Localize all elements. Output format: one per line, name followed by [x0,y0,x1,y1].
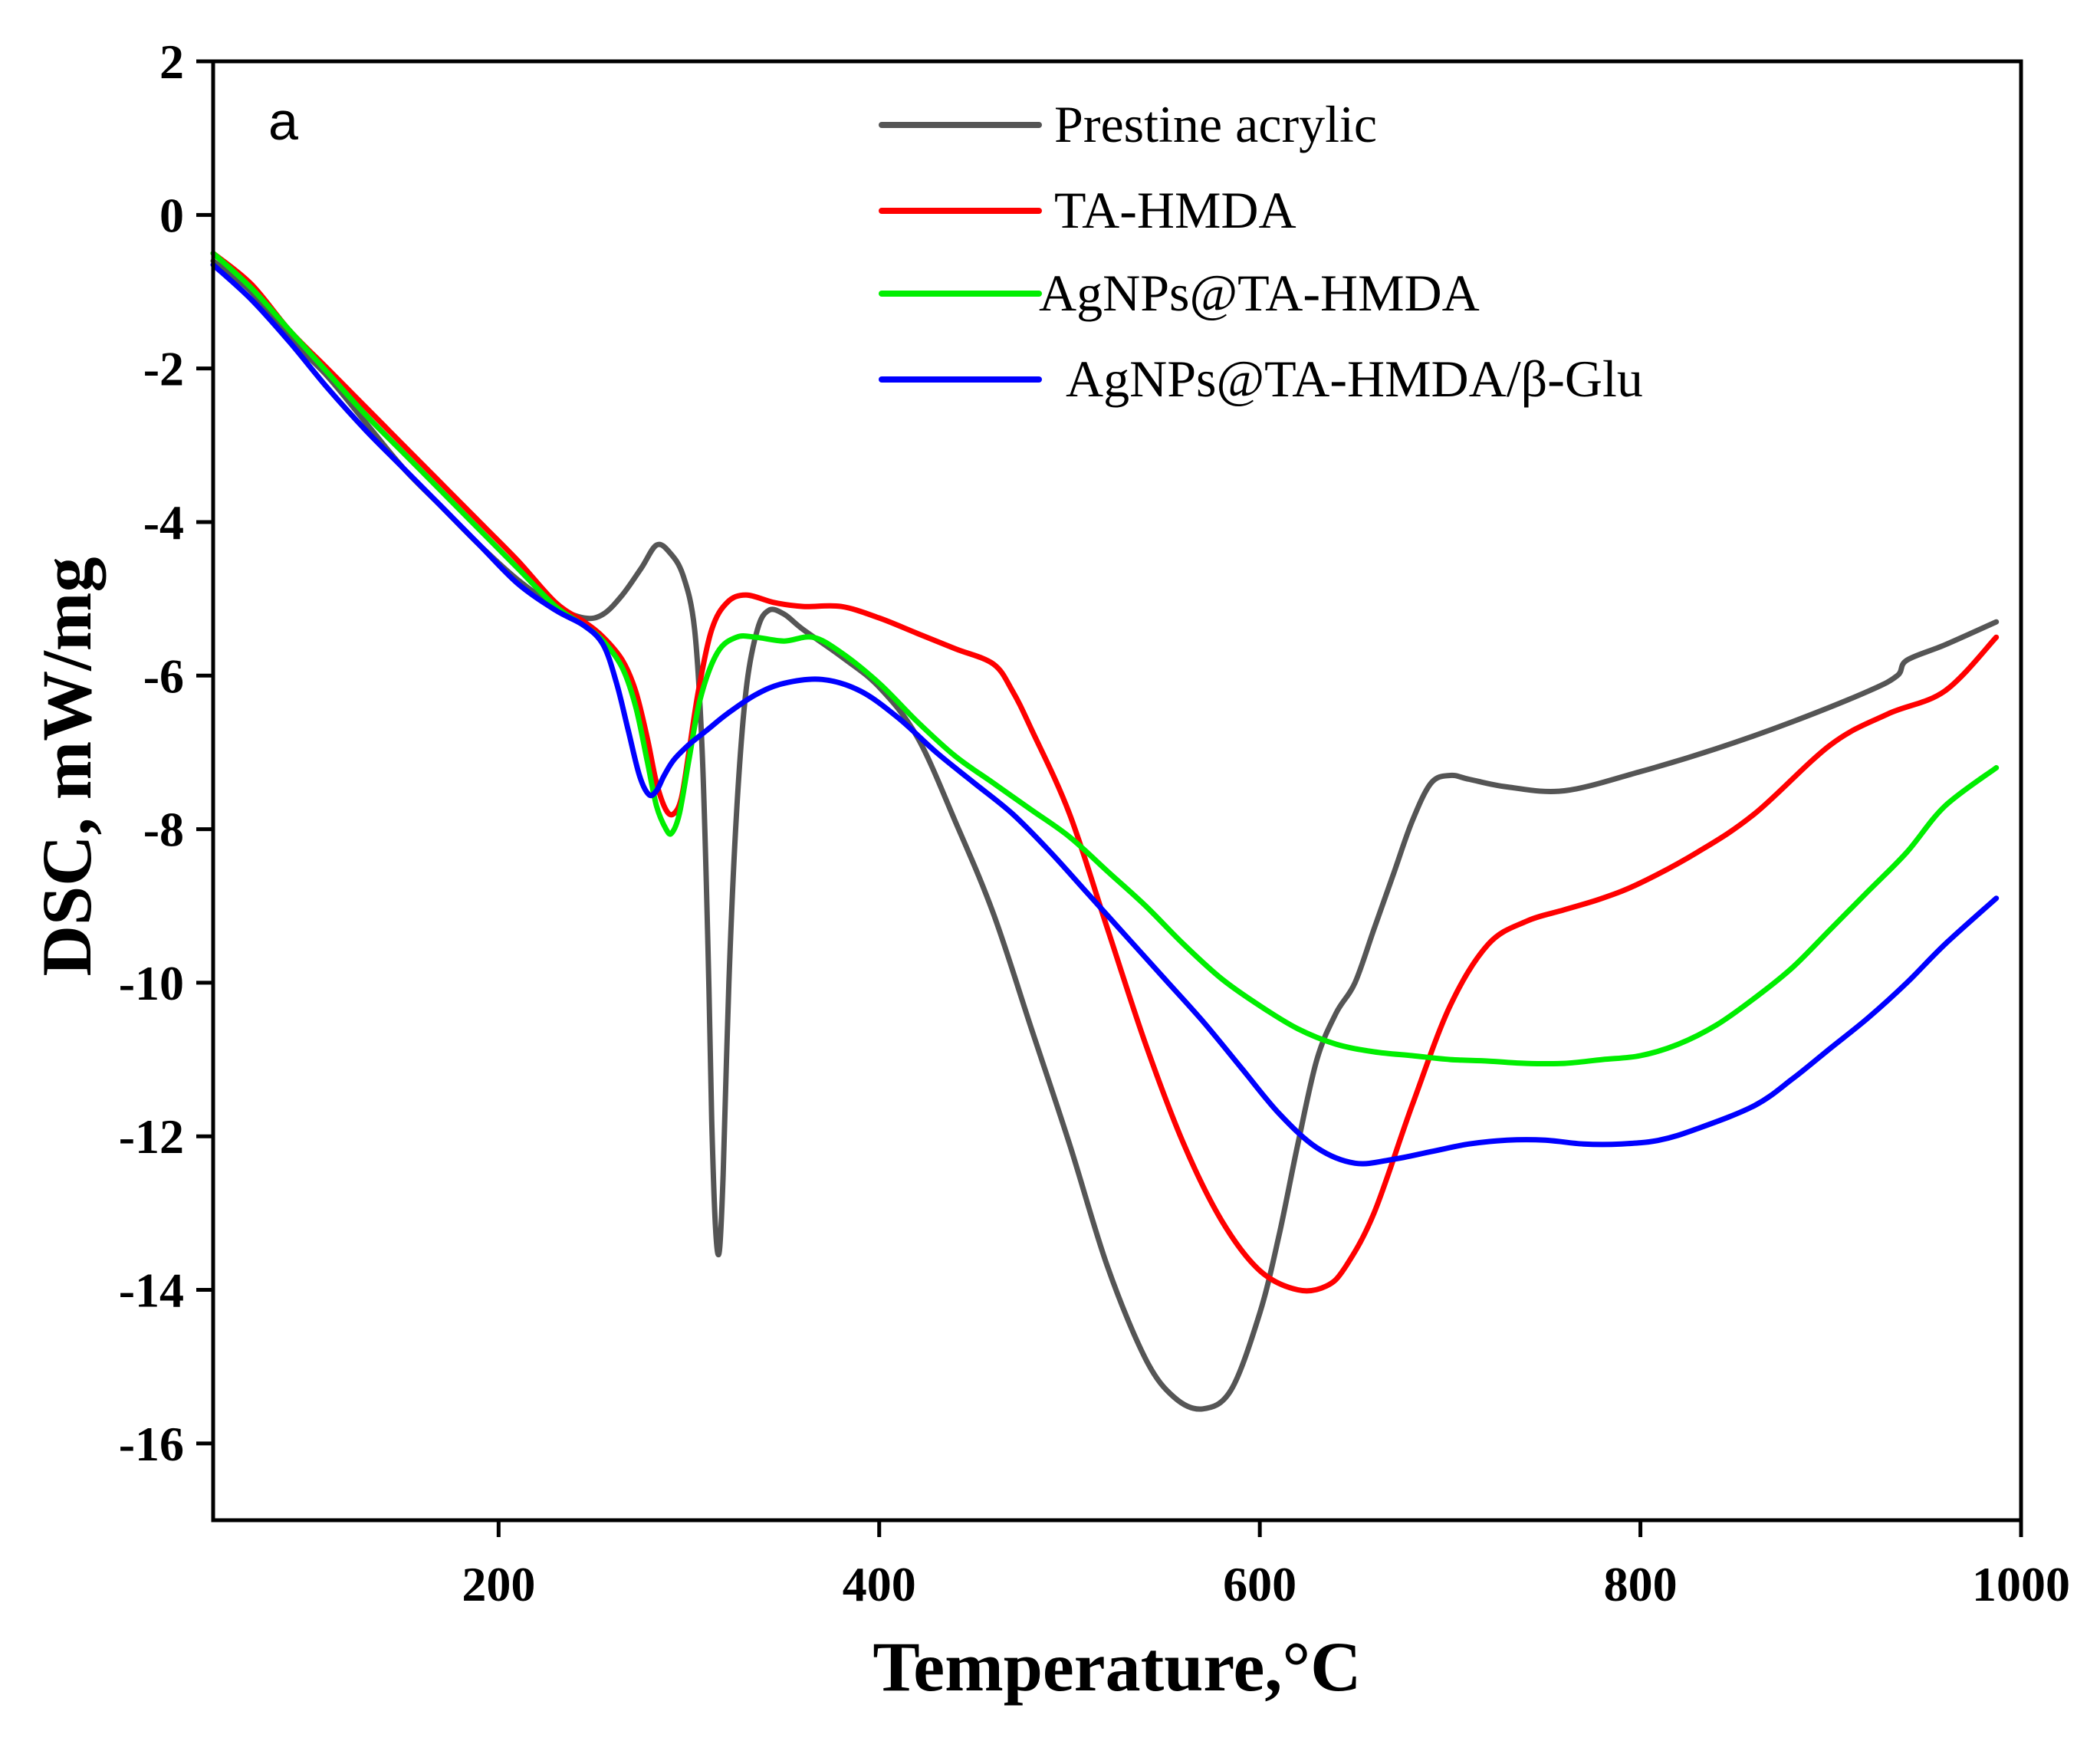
x-axis-ticks: 200 400 600 800 1000 [462,1520,2070,1611]
x-tick-label: 1000 [1972,1557,2070,1611]
series-line-4 [210,261,2000,1167]
y-tick-label: -16 [119,1417,184,1471]
series-line-2 [210,250,2000,1294]
y-tick-label: -2 [143,342,184,396]
legend-label-1: Prestine acrylic [1054,95,1377,153]
legend-label-4: AgNPs@TA-HMDA/β-Glu [1066,350,1643,408]
x-axis-title: Temperature,°C [873,1628,1361,1706]
y-tick-label: -6 [143,649,184,703]
legend-label-3: AgNPs@TA-HMDA [1039,264,1480,322]
y-tick-label: -14 [119,1263,184,1318]
x-tick-label: 800 [1604,1557,1678,1611]
series-layer [210,250,2000,1412]
y-tick-label: -12 [119,1109,184,1164]
y-tick-label: -4 [143,495,184,550]
y-tick-label: -8 [143,803,184,857]
y-tick-label: -10 [119,956,184,1010]
y-tick-label: 0 [159,188,184,242]
series-line-3 [210,250,2000,1067]
series-line-1 [210,258,2000,1412]
x-tick-label: 400 [843,1557,916,1611]
y-axis-title: DSC, mW/mg [28,557,106,977]
panel-label: a [268,91,298,151]
x-tick-label: 200 [462,1557,535,1611]
plot-frame [211,59,2023,1523]
y-axis-ticks: 2 0 -2 -4 -6 -8 -10 -12 -14 -16 [119,34,213,1471]
legend: Prestine acrylic TA-HMDA AgNPs@TA-HMDA AgNP… [879,95,1643,408]
legend-label-2: TA-HMDA [1054,181,1296,239]
y-tick-label: 2 [159,34,184,89]
x-tick-label: 600 [1223,1557,1296,1611]
